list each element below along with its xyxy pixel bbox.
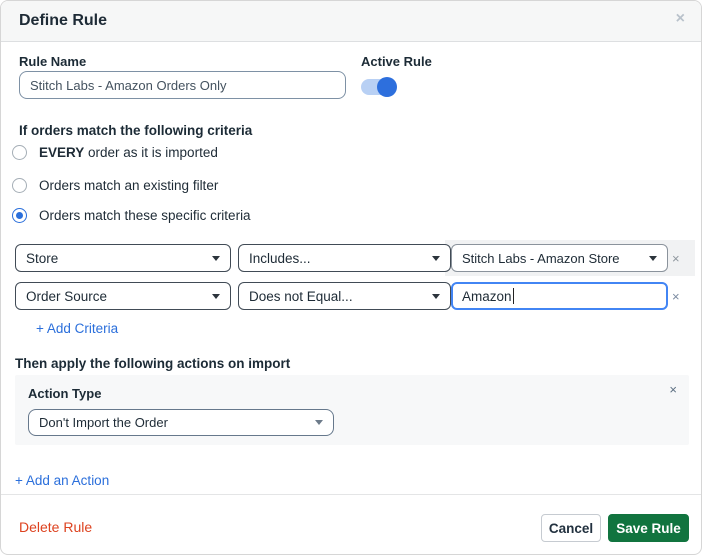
criteria-field-select[interactable]: Order Source (15, 282, 231, 310)
criteria-field-value: Store (26, 250, 59, 266)
delete-rule-link[interactable]: Delete Rule (19, 519, 93, 535)
action-type-label: Action Type (28, 386, 102, 401)
save-rule-button[interactable]: Save Rule (608, 514, 689, 542)
toggle-knob-icon (377, 77, 397, 97)
criteria-value: Stitch Labs - Amazon Store (462, 250, 620, 266)
modal-header: Define Rule (1, 1, 701, 42)
radio-icon[interactable] (12, 144, 27, 160)
rule-name-input[interactable]: Stitch Labs - Amazon Orders Only (19, 71, 346, 99)
actions-heading: Then apply the following actions on impo… (15, 356, 291, 371)
radio-option-every[interactable]: EVERY order as it is imported (12, 144, 218, 160)
remove-criteria-icon[interactable]: × (672, 251, 680, 266)
criteria-field-select[interactable]: Store (15, 244, 231, 272)
page-title: Define Rule (19, 12, 108, 29)
remove-criteria-icon[interactable]: × (672, 289, 680, 304)
criteria-operator-value: Does not Equal... (249, 288, 353, 304)
active-rule-label: Active Rule (361, 54, 432, 69)
active-rule-toggle[interactable] (361, 77, 397, 97)
radio-icon[interactable] (12, 177, 27, 193)
criteria-value-select[interactable]: Stitch Labs - Amazon Store (451, 244, 668, 272)
dropdown-caret-icon (212, 293, 220, 299)
cancel-button[interactable]: Cancel (541, 514, 601, 542)
action-type-select[interactable]: Don't Import the Order (28, 409, 334, 436)
radio-option-existing-filter[interactable]: Orders match an existing filter (12, 177, 218, 193)
criteria-heading: If orders match the following criteria (19, 123, 253, 138)
rule-name-value: Stitch Labs - Amazon Orders Only (30, 77, 227, 93)
criteria-value-input[interactable]: Amazon (451, 282, 668, 310)
dropdown-caret-icon (212, 255, 220, 261)
dropdown-caret-icon (315, 420, 323, 425)
close-icon[interactable]: × (675, 10, 685, 27)
dropdown-caret-icon (649, 255, 657, 261)
action-panel: × Action Type Don't Import the Order (15, 375, 689, 445)
add-action-link[interactable]: + Add an Action (15, 473, 110, 488)
radio-option-specific-criteria[interactable]: Orders match these specific criteria (12, 207, 251, 223)
radio-option-label: EVERY order as it is imported (39, 144, 218, 160)
radio-option-label: Orders match these specific criteria (39, 207, 251, 223)
add-criteria-link[interactable]: + Add Criteria (36, 321, 119, 336)
criteria-value: Amazon (462, 288, 512, 304)
criteria-operator-select[interactable]: Does not Equal... (238, 282, 451, 310)
criteria-field-value: Order Source (26, 288, 108, 304)
criteria-operator-value: Includes... (249, 250, 311, 266)
rule-name-label: Rule Name (19, 54, 87, 69)
dropdown-caret-icon (432, 293, 440, 299)
action-type-value: Don't Import the Order (39, 415, 168, 430)
criteria-operator-select[interactable]: Includes... (238, 244, 451, 272)
footer-divider (1, 494, 701, 495)
text-cursor (512, 288, 514, 304)
remove-action-icon[interactable]: × (669, 382, 677, 397)
radio-option-label: Orders match an existing filter (39, 177, 219, 193)
dropdown-caret-icon (432, 255, 440, 261)
radio-icon-selected[interactable] (12, 207, 27, 223)
